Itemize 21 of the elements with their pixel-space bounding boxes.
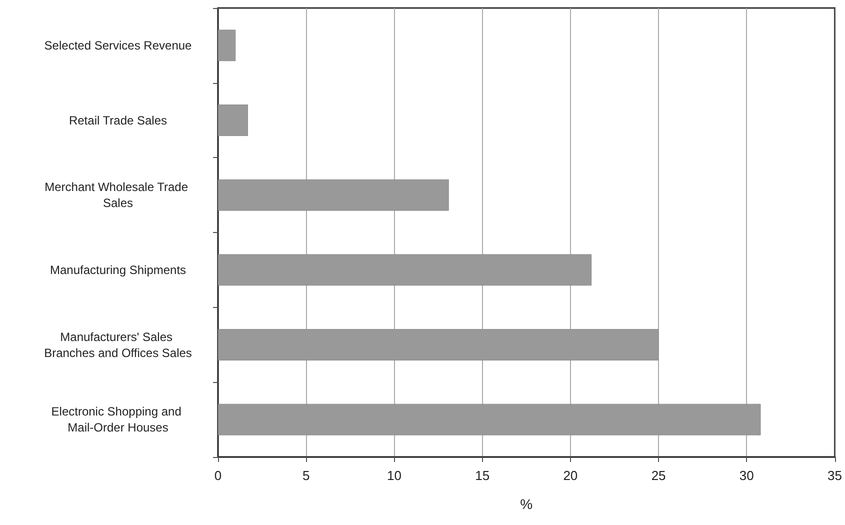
y-tick-label: Electronic Shopping and Mail-Order Houses	[51, 404, 185, 435]
bar	[218, 179, 449, 211]
x-tick-label: 0	[214, 468, 222, 483]
y-tick-label: Manufacturing Shipments	[50, 262, 186, 277]
bar	[218, 254, 592, 286]
bar	[218, 104, 248, 136]
x-tick-label: 10	[386, 468, 402, 483]
bar	[218, 329, 659, 360]
x-tick-label: 35	[828, 468, 842, 483]
x-axis-title: %	[520, 496, 533, 512]
x-tick-label: 15	[475, 468, 490, 483]
y-tick-label: Selected Services Revenue	[44, 38, 192, 52]
bar	[218, 404, 761, 436]
x-tick-label: 5	[302, 468, 310, 483]
y-tick-label: Retail Trade Sales	[68, 113, 168, 128]
bar	[218, 30, 236, 62]
x-tick-label: 30	[739, 468, 754, 483]
x-tick-label: 20	[563, 468, 578, 483]
y-tick-label: Merchant Wholesale Trade Sales	[44, 180, 192, 210]
x-tick-label: 25	[651, 468, 666, 483]
y-tick-label: Manufacturers' Sales Branches and Offices Sales	[44, 330, 192, 360]
